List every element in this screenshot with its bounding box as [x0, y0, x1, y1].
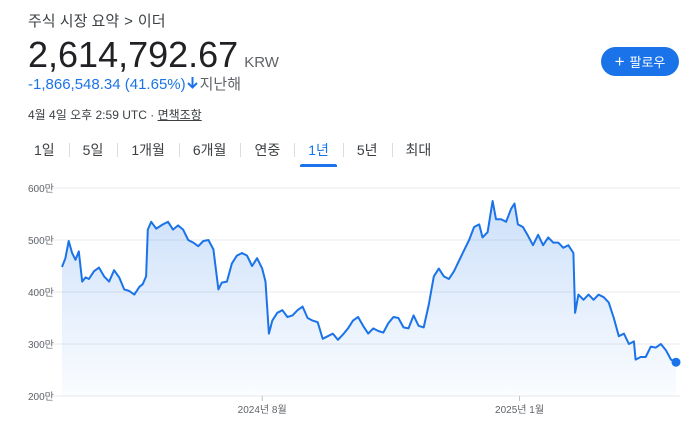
change-period-label: 지난해 — [199, 76, 242, 93]
y-tick-label: 400만 — [28, 287, 54, 299]
breadcrumb-asset-name: 이더 — [137, 13, 166, 30]
y-tick-label: 600만 — [28, 183, 54, 195]
price-row: 2,614,792.67 KRW — [28, 34, 279, 76]
y-tick-label: 500만 — [28, 235, 54, 247]
breadcrumb: 주식 시장 요약 > 이더 — [28, 10, 166, 31]
tab-1-day[interactable]: 1일 — [34, 142, 55, 158]
plus-icon: + — [614, 51, 625, 71]
x-tick-label: 2024년 8월 — [238, 404, 287, 416]
tab-5-days[interactable]: 5일 — [68, 136, 118, 164]
tab-year-to-date[interactable]: 연중 — [240, 136, 294, 164]
price-change-value: -1,866,548.34 — [28, 76, 121, 93]
price-line — [61, 200, 677, 364]
breadcrumb-market-summary-link[interactable]: 주식 시장 요약 — [28, 13, 120, 30]
tab-1-year[interactable]: 1년 — [294, 136, 343, 167]
tab-6-months[interactable]: 6개월 — [178, 136, 241, 164]
timestamp-text: 4월 4일 오후 2:59 UTC — [28, 108, 147, 122]
time-range-tabs: 1일 5일 1개월 6개월 연중 1년 5년 최대 — [20, 136, 446, 167]
follow-button-label: 팔로우 — [629, 55, 666, 70]
price-area-fill — [62, 201, 676, 396]
currency-label: KRW — [244, 54, 279, 71]
price-chart[interactable]: 200만 300만 400만 500만 600만 2024년 8월 2025년 1월 — [0, 176, 693, 426]
current-price-marker — [671, 357, 681, 367]
y-tick-label: 200만 — [28, 391, 54, 403]
arrow-down-icon — [186, 76, 198, 93]
price-change-row: -1,866,548.34 (41.65%) 지난해 — [28, 73, 241, 94]
tab-1-month[interactable]: 1개월 — [117, 136, 179, 164]
tab-max[interactable]: 최대 — [391, 136, 446, 164]
quote-timestamp: 4월 4일 오후 2:59 UTC · 면책조항 — [28, 106, 202, 123]
price-change-percent: (41.65%) — [124, 76, 186, 93]
current-price: 2,614,792.67 — [28, 34, 239, 75]
tab-5-years[interactable]: 5년 — [342, 136, 392, 164]
timestamp-separator: · — [150, 108, 155, 122]
follow-button[interactable]: + 팔로우 — [601, 47, 679, 76]
y-tick-label: 300만 — [28, 339, 54, 351]
breadcrumb-separator: > — [124, 13, 133, 30]
disclaimer-link[interactable]: 면책조항 — [157, 108, 202, 122]
x-tick-label: 2025년 1월 — [495, 404, 544, 416]
